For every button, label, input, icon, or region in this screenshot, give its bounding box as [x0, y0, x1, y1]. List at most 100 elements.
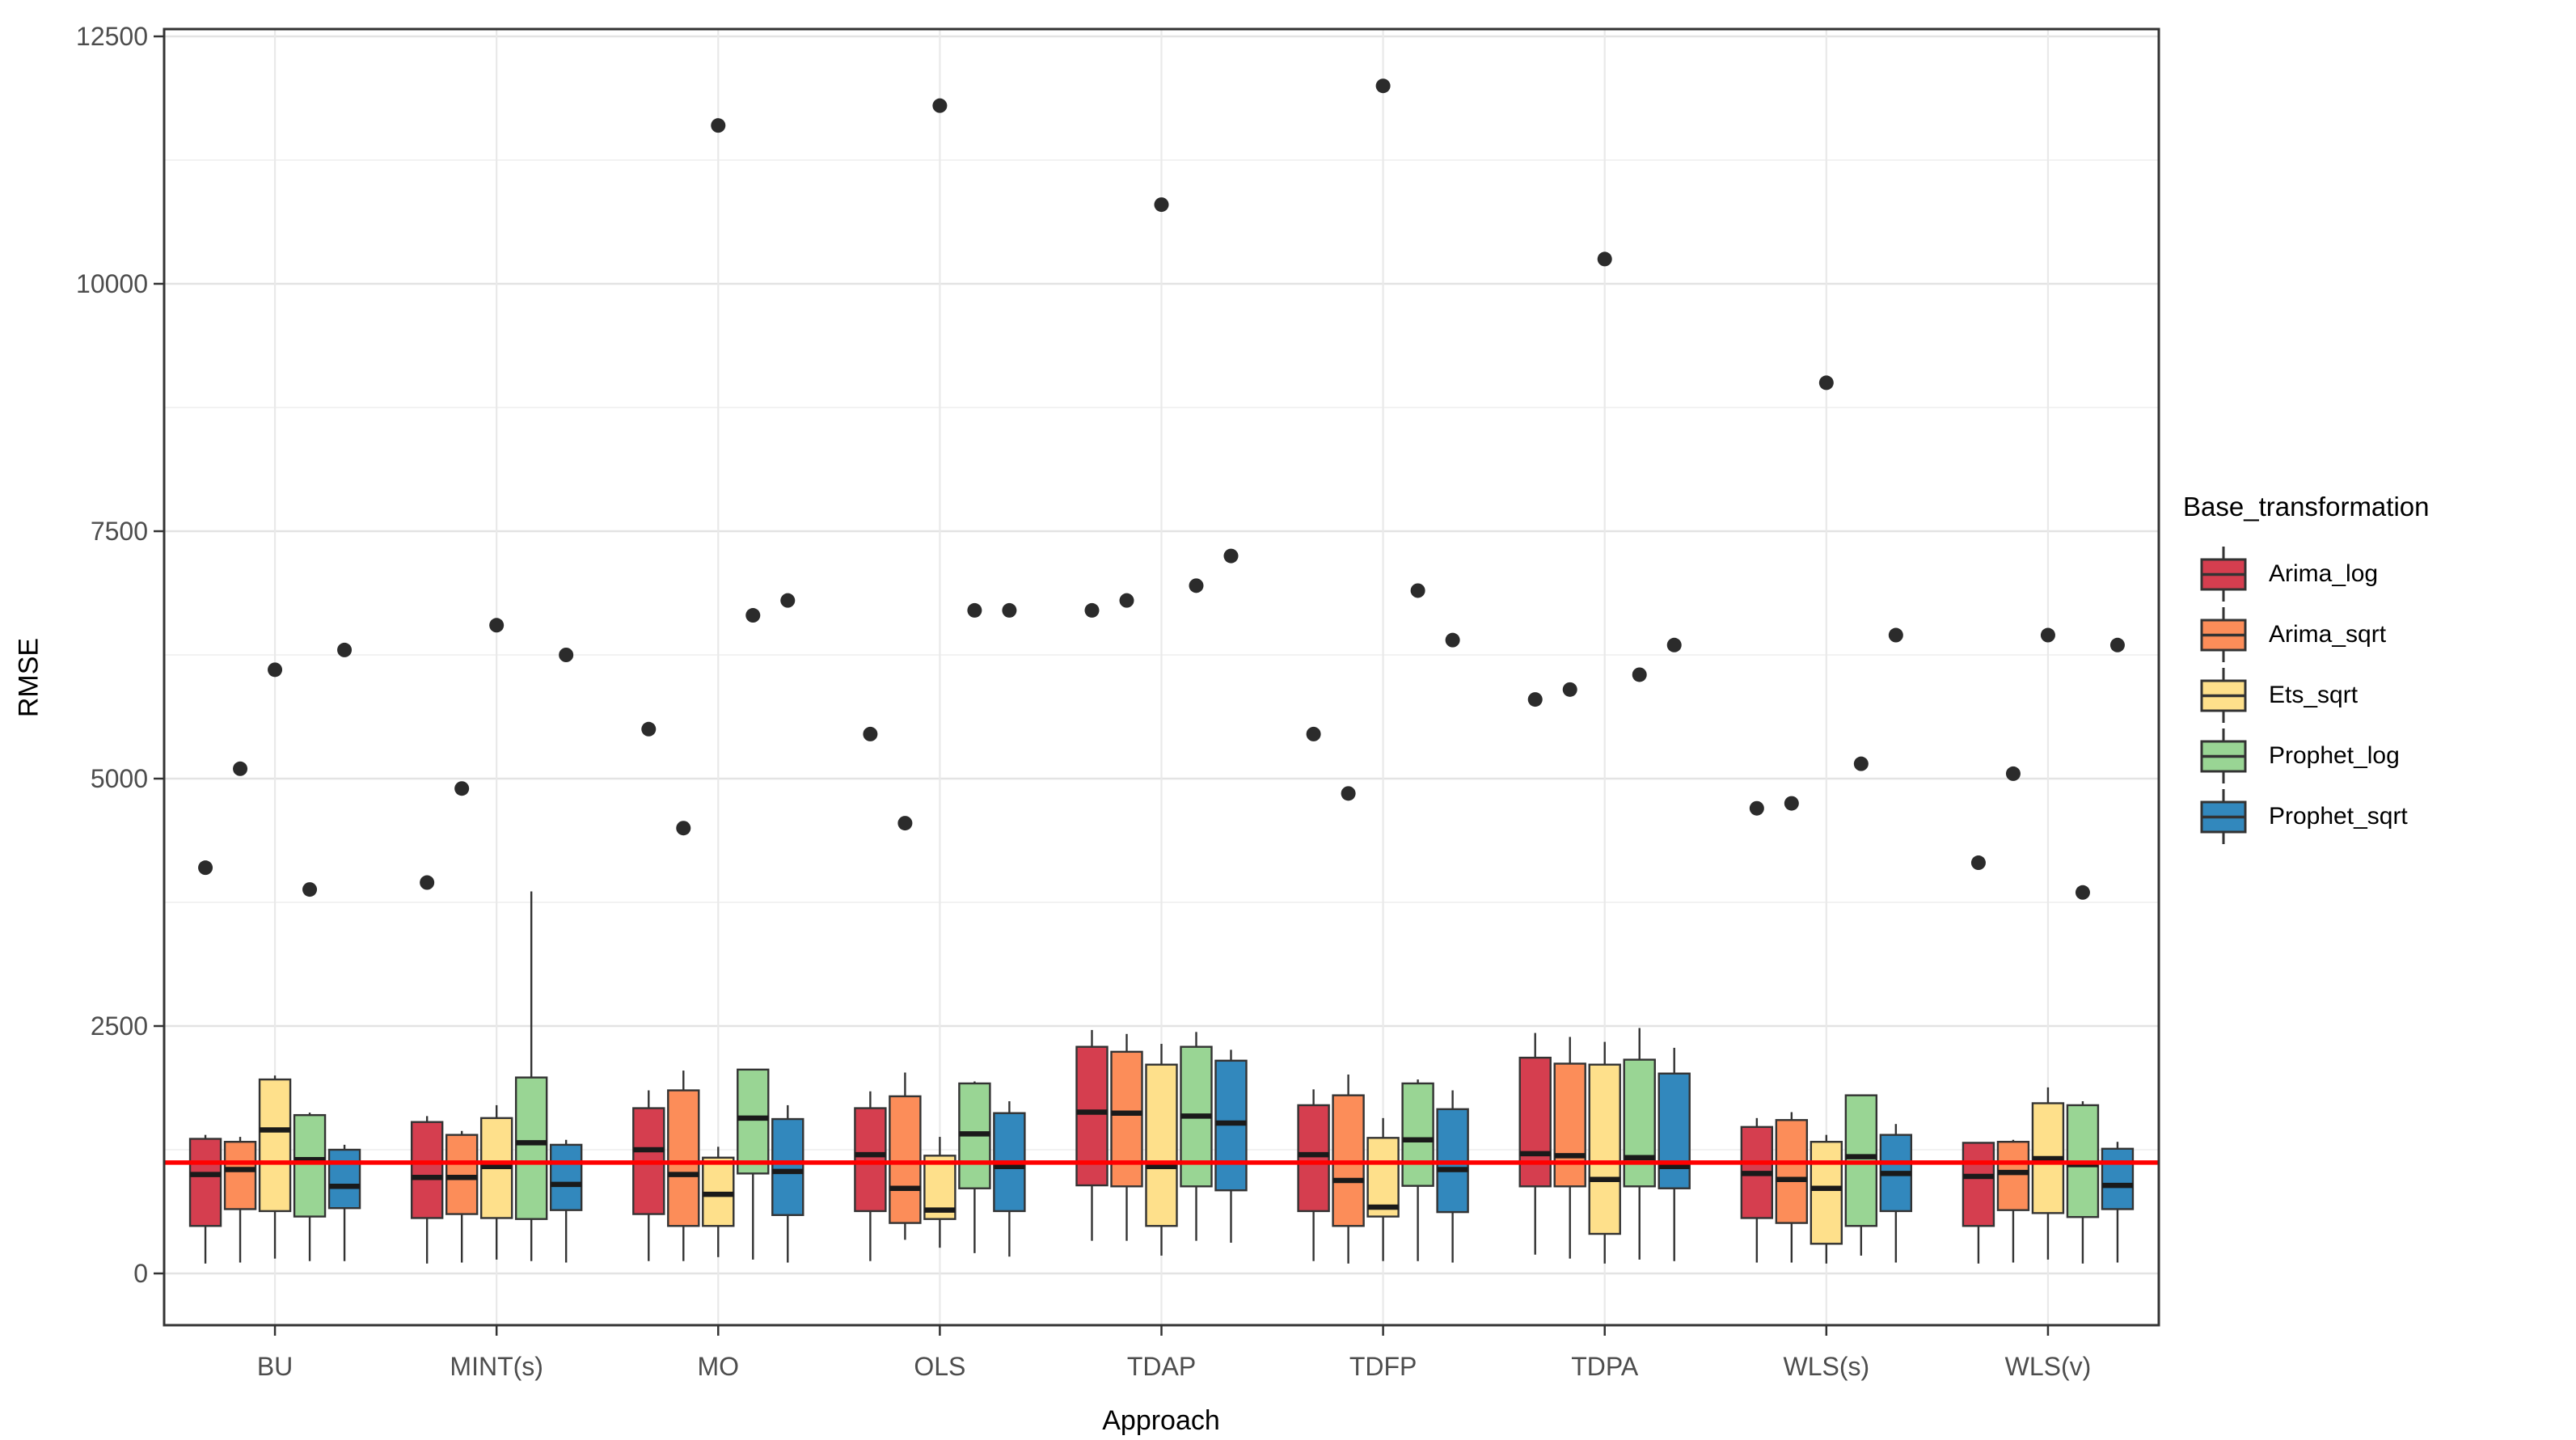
outlier-point: [711, 118, 726, 133]
outlier-point: [2005, 766, 2021, 781]
outlier-point: [1084, 602, 1100, 618]
y-tick-label: 7500: [91, 517, 148, 546]
legend-title: Base_transformation: [2183, 492, 2430, 522]
outlier-point: [1154, 197, 1169, 213]
outlier-point: [1002, 602, 1017, 618]
outlier-point: [489, 618, 505, 633]
outlier-point: [1666, 637, 1682, 652]
outlier-point: [1597, 251, 1612, 267]
boxplot-box: [1588, 1063, 1621, 1235]
outlier-point: [1223, 548, 1239, 564]
x-tick-label: TDFP: [1349, 1352, 1417, 1381]
legend: Base_transformation Arima_log Arima_sqrt…: [2183, 492, 2571, 847]
boxplot-box: [549, 1143, 583, 1211]
outlier-point: [1749, 800, 1764, 816]
boxplot-box: [1553, 1062, 1586, 1188]
outlier-point: [967, 602, 982, 618]
legend-item-label: Ets_sqrt: [2269, 681, 2359, 708]
boxplot-box: [1401, 1082, 1434, 1187]
outlier-point: [780, 593, 796, 608]
outlier-point: [1970, 855, 1986, 871]
legend-item-ets-sqrt: Ets_sqrt: [2183, 665, 2571, 725]
boxplot-box: [1962, 1142, 1995, 1227]
outlier-point: [337, 642, 353, 657]
legend-items: Arima_log Arima_sqrt Ets_sqrt Prophet_lo…: [2183, 543, 2571, 847]
outlier-point: [1818, 375, 1834, 391]
boxplot-box: [445, 1134, 479, 1215]
boxplot-box: [771, 1117, 804, 1216]
legend-item-label: Arima_log: [2269, 560, 2379, 587]
legend-item-arima-log: Arima_log: [2183, 543, 2571, 604]
x-tick-label: WLS(s): [1784, 1352, 1870, 1381]
outlier-point: [1632, 667, 1647, 682]
outlier-point: [454, 781, 470, 796]
outlier-point: [745, 608, 761, 623]
outlier-point: [1853, 756, 1869, 771]
x-tick-label: TDPA: [1571, 1352, 1639, 1381]
boxplot-box: [1518, 1056, 1552, 1188]
outlier-point: [268, 662, 283, 678]
outlier-point: [2040, 627, 2055, 643]
outlier-point: [1306, 726, 1321, 741]
boxplot-box: [327, 1148, 361, 1210]
outlier-point: [233, 761, 248, 776]
legend-item-label: Arima_sqrt: [2269, 620, 2387, 648]
x-tick-label: MINT(s): [450, 1352, 543, 1381]
legend-item-arima-sqrt: Arima_sqrt: [2183, 604, 2571, 665]
outlier-point: [1784, 796, 1799, 811]
legend-item-prophet-sqrt: Prophet_sqrt: [2183, 786, 2571, 847]
y-axis-title: RMSE: [13, 637, 44, 718]
boxplot-box: [1366, 1137, 1400, 1218]
boxplot-box: [223, 1141, 257, 1210]
outlier-point: [1375, 78, 1391, 94]
outlier-point: [641, 721, 657, 737]
x-tick-label: TDAP: [1127, 1352, 1196, 1381]
x-tick-label: OLS: [914, 1352, 965, 1381]
outlier-point: [1562, 682, 1577, 697]
outlier-point: [1341, 786, 1356, 801]
y-tick-label: 0: [133, 1259, 148, 1288]
boxplot-box: [514, 1076, 548, 1220]
boxplot-box: [1297, 1104, 1330, 1213]
boxplot-box: [667, 1089, 700, 1227]
boxplot-box: [258, 1078, 292, 1213]
x-axis-title: Approach: [1102, 1405, 1220, 1436]
boxplot-box: [1145, 1063, 1178, 1227]
outlier-point: [932, 98, 948, 113]
boxplot-box: [1996, 1141, 2030, 1211]
outlier-point: [1445, 632, 1460, 648]
outlier-point: [897, 816, 913, 831]
boxplot-box: [1110, 1050, 1143, 1188]
outlier-point: [302, 882, 318, 897]
boxplot-key-icon: [2200, 546, 2247, 602]
boxplot-box: [1623, 1058, 1656, 1188]
outlier-point: [1410, 583, 1425, 598]
boxplot-box: [889, 1095, 922, 1224]
outlier-point: [2075, 885, 2090, 900]
x-tick-label: MO: [698, 1352, 740, 1381]
y-tick-label: 10000: [76, 269, 148, 298]
boxplot-box: [1775, 1119, 1809, 1224]
boxplot-key-icon: [2200, 606, 2247, 662]
outlier-point: [559, 648, 574, 662]
boxplot-box: [737, 1068, 770, 1175]
y-tick-label: 5000: [91, 764, 148, 793]
boxplot-box: [1810, 1141, 1843, 1245]
boxplot-key-icon: [2200, 788, 2247, 844]
boxplot-box: [293, 1113, 327, 1218]
outlier-point: [676, 821, 691, 836]
boxplot-box: [188, 1138, 222, 1227]
outlier-point: [1888, 627, 1903, 643]
outlier-point: [1189, 578, 1204, 593]
outlier-point: [1527, 692, 1543, 707]
outlier-point: [1119, 593, 1134, 608]
outlier-point: [2109, 637, 2125, 652]
boxplot-key-icon: [2200, 728, 2247, 783]
boxplot-box: [1658, 1072, 1691, 1189]
outlier-point: [420, 875, 435, 890]
outlier-point: [198, 860, 213, 876]
boxplot-box: [410, 1121, 444, 1219]
outlier-point: [863, 726, 878, 741]
